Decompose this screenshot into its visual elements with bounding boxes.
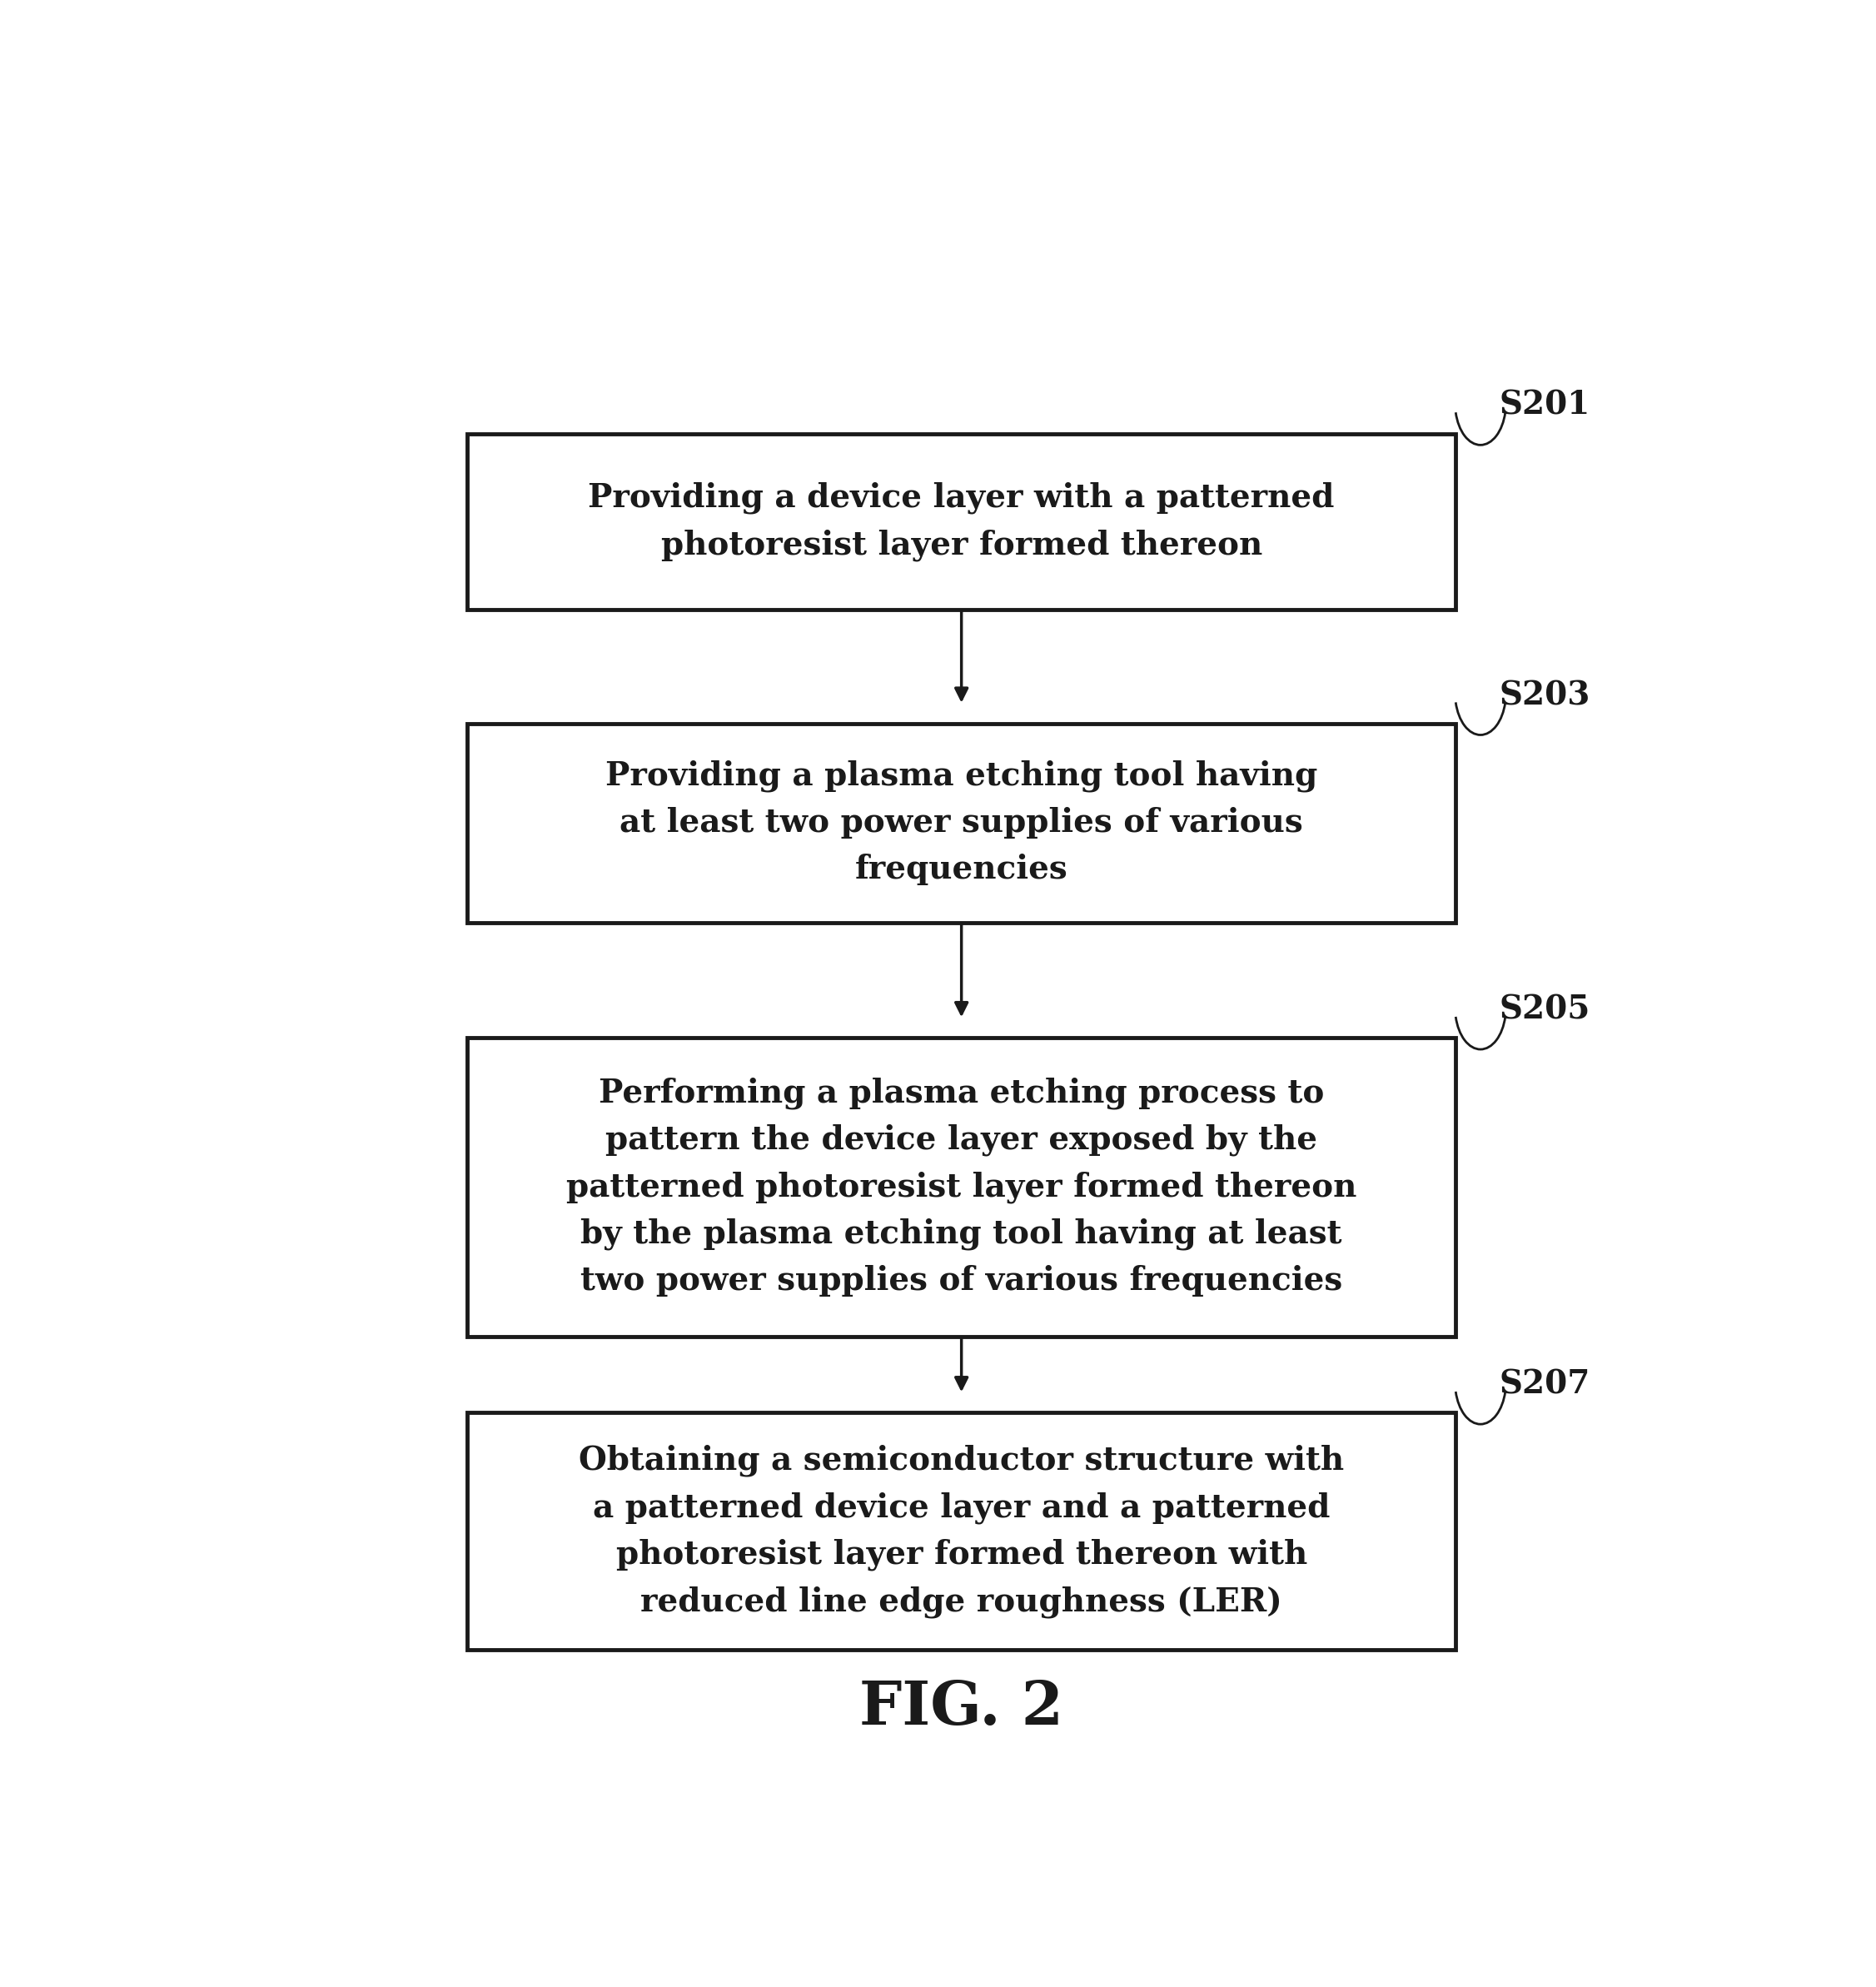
- Text: S203: S203: [1499, 680, 1591, 711]
- Text: Obtaining a semiconductor structure with
a patterned device layer and a patterne: Obtaining a semiconductor structure with…: [580, 1445, 1343, 1617]
- Bar: [467, 1413, 1456, 1649]
- Text: S207: S207: [1499, 1369, 1591, 1401]
- Bar: [467, 723, 1456, 922]
- Text: FIG. 2: FIG. 2: [859, 1677, 1064, 1737]
- Text: Performing a plasma etching process to
pattern the device layer exposed by the
p: Performing a plasma etching process to p…: [567, 1077, 1356, 1298]
- Text: S201: S201: [1499, 389, 1591, 421]
- Text: Providing a plasma etching tool having
at least two power supplies of various
fr: Providing a plasma etching tool having a…: [606, 761, 1317, 886]
- Bar: [467, 433, 1456, 610]
- Text: Providing a device layer with a patterned
photoresist layer formed thereon: Providing a device layer with a patterne…: [589, 483, 1334, 560]
- Bar: [467, 1037, 1456, 1335]
- Text: S205: S205: [1499, 994, 1591, 1025]
